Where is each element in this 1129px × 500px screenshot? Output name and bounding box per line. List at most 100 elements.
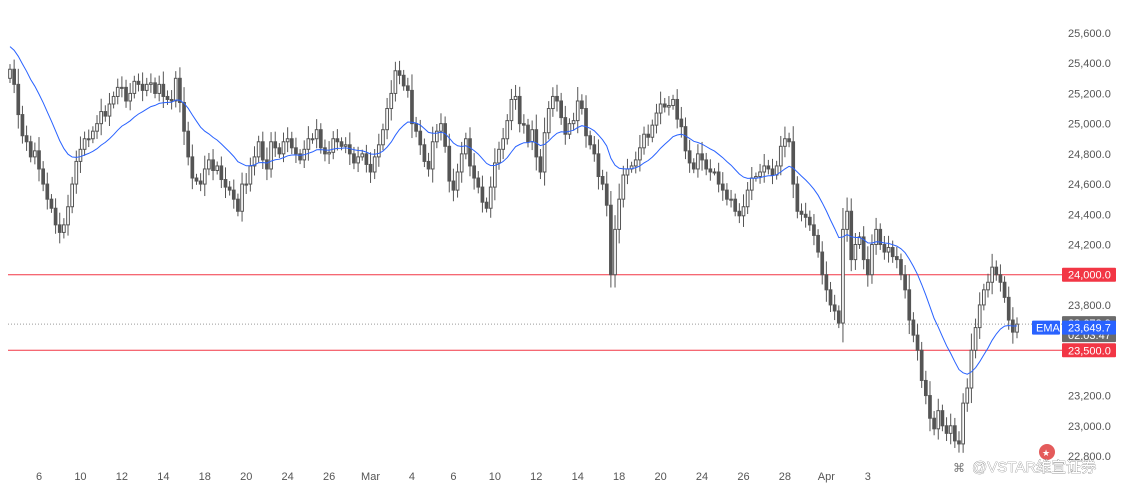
candle-171 <box>716 162 721 193</box>
candle-body-182 <box>762 165 767 173</box>
watermark-text: @VSTAR维宣证券 <box>972 459 1096 476</box>
candle-238 <box>994 260 999 281</box>
candle-body-19 <box>86 138 91 141</box>
y-tick-label: 24,600.0 <box>1068 179 1111 191</box>
candle-body-55 <box>236 198 240 212</box>
candle-200 <box>836 305 841 329</box>
candle-body-120 <box>505 120 510 140</box>
candle-body-134 <box>563 117 568 135</box>
candle-body-1 <box>12 68 16 85</box>
candle-body-97 <box>410 89 414 125</box>
candle-231 <box>965 378 970 412</box>
candle-150 <box>629 161 634 173</box>
candle-body-138 <box>580 100 584 110</box>
ema-name-tag: EMA <box>1036 323 1061 335</box>
candle-206 <box>861 226 866 270</box>
candle-body-133 <box>559 100 564 119</box>
candle-223 <box>932 411 936 436</box>
candle-47 <box>202 155 207 197</box>
candle-145 <box>609 191 613 288</box>
candle-126 <box>530 120 534 151</box>
candle-64 <box>273 131 278 157</box>
candle-183 <box>766 159 771 175</box>
candle-body-62 <box>265 159 269 170</box>
candle-6 <box>33 142 37 165</box>
candle-body-21 <box>95 123 99 132</box>
candle-body-212 <box>886 247 891 253</box>
candle-70 <box>298 149 302 165</box>
candle-body-200 <box>836 310 841 324</box>
candle-body-131 <box>551 95 555 110</box>
candle-107 <box>451 168 456 202</box>
candle-body-11 <box>53 207 58 226</box>
candle-body-114 <box>480 186 485 203</box>
candle-177 <box>741 194 746 227</box>
ema-name-tag-bg <box>1032 320 1060 335</box>
x-tick-label: 26 <box>737 471 749 483</box>
candle-154 <box>646 124 651 146</box>
candle-162 <box>679 106 684 138</box>
candle-111 <box>468 127 472 177</box>
candle-17 <box>78 136 83 173</box>
candle-body-107 <box>451 180 456 191</box>
x-tick-label: 18 <box>613 471 625 483</box>
candle-body-129 <box>542 132 547 173</box>
x-tick-label: 26 <box>323 471 335 483</box>
candle-body-139 <box>584 108 588 137</box>
candle-235 <box>982 283 986 311</box>
candle-52 <box>223 167 228 199</box>
candle-body-175 <box>733 198 738 212</box>
candle-205 <box>857 232 862 249</box>
candle-body-69 <box>294 147 298 155</box>
candle-body-41 <box>178 77 182 103</box>
candle-body-126 <box>530 129 534 143</box>
candle-83 <box>352 146 356 170</box>
candle-201 <box>841 207 845 343</box>
y-tick-label: 23,200.0 <box>1068 391 1111 403</box>
candle-body-122 <box>513 95 518 100</box>
candle-body-115 <box>484 201 489 209</box>
candle-body-80 <box>339 141 344 147</box>
candle-72 <box>306 126 311 161</box>
x-tick-label: 24 <box>282 471 294 483</box>
candle-body-109 <box>459 153 464 173</box>
candle-body-240 <box>1002 281 1007 298</box>
candle-182 <box>762 154 767 183</box>
x-tick-label: 14 <box>157 471 169 483</box>
candle-body-3 <box>20 114 25 137</box>
candle-74 <box>314 119 319 149</box>
candle-230 <box>961 393 965 453</box>
candle-86 <box>364 144 369 173</box>
candle-207 <box>865 246 870 287</box>
candle-118 <box>497 141 501 170</box>
candle-body-208 <box>870 244 874 276</box>
candle-body-215 <box>899 259 903 276</box>
candle-91 <box>385 97 389 140</box>
candle-172 <box>720 172 725 201</box>
candle-147 <box>617 183 622 244</box>
x-axis[interactable]: 6 10 12 14 18 20 24 26 Mar 4 6 10 12 14 18 20 24 26 28 Apr 3 <box>36 471 871 483</box>
candle-body-177 <box>741 206 746 217</box>
candle-37 <box>161 71 166 109</box>
candle-body-0 <box>8 68 12 79</box>
x-tick-label: 10 <box>489 471 501 483</box>
candle-body-17 <box>78 148 83 162</box>
candle-body-189 <box>791 141 796 185</box>
candle-51 <box>219 156 224 189</box>
candle-body-136 <box>571 120 576 125</box>
candle-body-119 <box>501 138 505 150</box>
candle-18 <box>82 131 87 156</box>
x-tick-label: 12 <box>116 471 128 483</box>
y-axis[interactable]: 25,600.0 25,400.0 25,200.0 25,000.0 24,800.0… <box>1068 28 1111 463</box>
candle-body-78 <box>331 138 336 153</box>
candle-216 <box>903 265 907 299</box>
candle-179 <box>749 167 754 201</box>
candle-body-75 <box>318 129 323 149</box>
candle-60 <box>256 135 261 163</box>
candle-body-44 <box>190 156 195 179</box>
candle-239 <box>998 264 1003 292</box>
price-line-tag-0-bg <box>1062 267 1116 282</box>
candle-body-145 <box>609 204 613 276</box>
candle-body-190 <box>795 183 800 212</box>
